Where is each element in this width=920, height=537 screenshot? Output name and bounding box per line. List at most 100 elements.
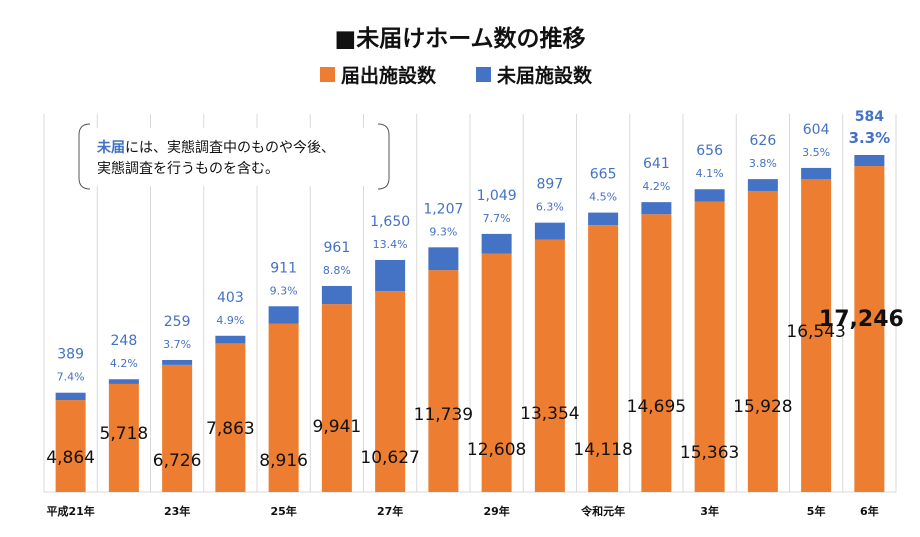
label-reported: 17,246 (819, 307, 904, 332)
label-reported: 12,608 (467, 440, 526, 460)
bar-reported (428, 270, 459, 492)
x-tick-label: 29年 (483, 504, 509, 518)
x-tick-label: 平成21年 (46, 504, 94, 518)
chart-title: ■未届けホーム数の推移 (334, 26, 585, 52)
label-percent: 9.3% (429, 225, 457, 238)
label-percent: 4.2% (642, 180, 670, 193)
x-tick-label: 27年 (377, 504, 403, 518)
bar-unreported (534, 222, 565, 240)
label-reported: 14,695 (627, 397, 686, 417)
bar-reported (268, 323, 299, 492)
x-tick-label: 6年 (860, 504, 879, 518)
note-background (90, 128, 380, 186)
bar-reported (108, 383, 139, 492)
label-percent: 4.5% (589, 191, 617, 204)
legend-swatch-unreported (476, 67, 491, 82)
label-reported: 4,864 (46, 448, 95, 468)
label-percent: 4.2% (110, 357, 138, 370)
bar-reported (321, 304, 352, 492)
label-reported: 10,627 (360, 448, 419, 468)
label-reported: 15,928 (733, 397, 792, 417)
label-unreported: 897 (537, 177, 564, 193)
legend: 届出施設数 未届施設数 (320, 64, 593, 87)
bar-reported (747, 190, 778, 492)
note-line-1: 未届には、実態調査中のものや今後、 (97, 139, 335, 156)
label-unreported: 584 (855, 109, 884, 125)
label-unreported: 665 (590, 167, 617, 183)
label-percent: 6.3% (536, 201, 564, 214)
note-box: 未届には、実態調査中のものや今後、 実態調査を行うものを含む。 (78, 123, 390, 190)
label-percent: 4.9% (216, 314, 244, 327)
label-reported: 8,916 (259, 451, 308, 471)
legend-label-unreported: 未届施設数 (496, 64, 593, 87)
bar-unreported (108, 379, 139, 384)
bar-unreported (268, 306, 299, 324)
x-tick-label: 3年 (700, 504, 719, 518)
label-unreported: 961 (324, 240, 351, 256)
note-line-1-rest: には、実態調査中のものや今後、 (125, 140, 335, 156)
label-unreported: 604 (803, 122, 830, 138)
label-unreported: 641 (643, 156, 670, 172)
label-unreported: 1,049 (477, 188, 517, 204)
label-unreported: 248 (111, 333, 138, 349)
x-tick-label: 25年 (270, 504, 296, 518)
label-reported: 13,354 (520, 404, 579, 424)
label-reported: 14,118 (573, 440, 632, 460)
label-percent: 4.1% (696, 167, 724, 180)
label-percent: 7.7% (483, 212, 511, 225)
bar-reported (588, 225, 619, 492)
label-reported: 16,543 (786, 322, 845, 342)
label-percent: 3.5% (802, 146, 830, 159)
bar-reported (215, 343, 246, 492)
bar-unreported (481, 233, 512, 254)
note-line-2: 実態調査を行うものを含む。 (97, 161, 279, 177)
bar-reported (55, 400, 86, 492)
bar-reported (641, 214, 672, 492)
label-percent: 3.3% (849, 129, 891, 147)
bar-reported (694, 201, 725, 493)
label-percent: 3.7% (163, 338, 191, 351)
labels-group: 4,864 7.4% 389 5,718 4.2% 248 6,726 3.7% 259 7,86… (46, 109, 904, 471)
note-emphasis: 未届 (97, 139, 125, 156)
bar-unreported (215, 335, 246, 344)
label-unreported: 259 (164, 314, 191, 330)
label-unreported: 1,207 (423, 201, 463, 217)
bar-reported (162, 364, 193, 492)
bar-unreported (55, 392, 86, 401)
label-percent: 3.8% (749, 157, 777, 170)
label-percent: 13.4% (373, 238, 408, 251)
label-reported: 7,863 (206, 419, 255, 439)
label-percent: 9.3% (270, 284, 298, 297)
x-tick-label: 23年 (164, 504, 190, 518)
label-reported: 6,726 (153, 451, 202, 471)
bar-unreported (428, 247, 459, 271)
bar-unreported (321, 285, 352, 305)
bar-unreported (162, 359, 193, 365)
label-unreported: 403 (217, 290, 244, 306)
label-reported: 11,739 (414, 405, 473, 425)
bar-unreported (854, 155, 885, 167)
legend-swatch-reported (320, 67, 335, 82)
bar-reported (481, 253, 512, 492)
bar-reported (854, 166, 885, 492)
x-tick-label: 5年 (807, 504, 826, 518)
label-reported: 5,718 (100, 424, 149, 444)
bar-unreported (747, 179, 778, 191)
legend-label-reported: 届出施設数 (341, 64, 437, 87)
label-reported: 9,941 (313, 417, 362, 437)
label-unreported: 1,650 (370, 214, 410, 230)
label-reported: 15,363 (680, 443, 739, 463)
x-ticks-group: 平成21年 23年 25年 27年 29年 令和元年 3年 5年 6年 (46, 504, 878, 518)
bar-unreported (694, 189, 725, 202)
label-unreported: 911 (270, 260, 297, 276)
label-unreported: 389 (57, 347, 84, 363)
bars-group (55, 155, 885, 493)
label-unreported: 656 (696, 143, 723, 159)
bar-unreported (801, 167, 832, 180)
bar-unreported (375, 259, 406, 292)
bar-reported (801, 179, 832, 493)
bar-reported (534, 239, 565, 492)
bar-unreported (588, 212, 619, 226)
bar-unreported (641, 202, 672, 215)
